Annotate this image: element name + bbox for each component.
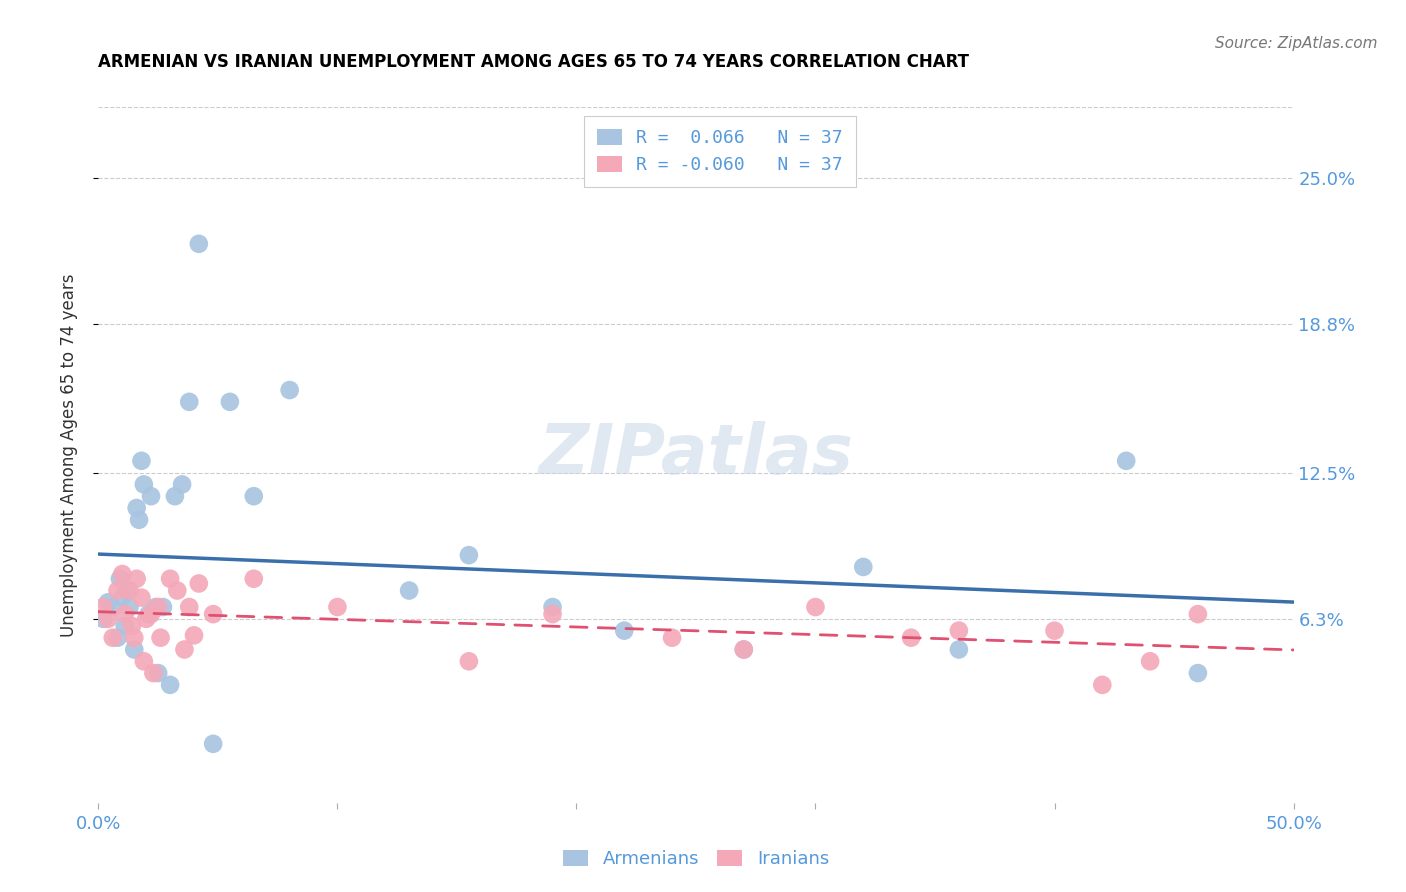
Point [142,666,165,681]
Point [135,612,157,626]
Point [159,678,181,692]
Point [159,572,181,586]
Point [398,583,420,598]
Point [733,642,755,657]
Point [115,583,138,598]
Point [118,583,141,598]
Point [111,591,134,605]
Point [125,572,148,586]
Point [107,583,129,598]
Point [187,236,209,251]
Point [131,591,153,605]
Point [541,600,564,615]
Point [202,737,225,751]
Point [1115,454,1137,468]
Legend: Armenians, Iranians: Armenians, Iranians [554,841,838,877]
Point [101,600,124,615]
Point [900,631,922,645]
Point [132,477,155,491]
Point [278,383,301,397]
Point [152,600,174,615]
Point [948,642,970,657]
Point [132,654,155,668]
Point [124,631,146,645]
Y-axis label: Unemployment Among Ages 65 to 74 years: Unemployment Among Ages 65 to 74 years [59,273,77,637]
Point [1091,678,1114,692]
Point [219,395,242,409]
Point [733,642,755,657]
Point [91,600,114,615]
Point [111,567,134,582]
Point [139,489,162,503]
Point [1139,654,1161,668]
Point [183,628,205,642]
Point [661,631,683,645]
Text: Source: ZipAtlas.com: Source: ZipAtlas.com [1215,36,1378,51]
Point [541,607,564,621]
Point [149,631,172,645]
Point [243,489,266,503]
Point [138,607,160,621]
Point [114,607,136,621]
Point [326,600,349,615]
Point [97,595,120,609]
Point [202,607,225,621]
Point [131,454,153,468]
Point [804,600,827,615]
Point [128,513,150,527]
Point [458,654,481,668]
Point [613,624,636,638]
Point [118,600,141,615]
Point [173,642,195,657]
Point [145,600,167,615]
Point [114,619,136,633]
Point [125,500,148,515]
Point [1187,666,1209,681]
Text: ZIPatlas: ZIPatlas [538,421,853,489]
Point [97,612,120,626]
Point [101,631,124,645]
Point [948,624,970,638]
Point [124,642,146,657]
Point [91,612,114,626]
Point [148,600,170,615]
Point [852,560,875,574]
Point [148,666,170,681]
Point [179,600,201,615]
Point [172,477,194,491]
Point [121,619,143,633]
Point [163,489,186,503]
Point [187,576,209,591]
Point [458,548,481,562]
Point [108,572,131,586]
Point [1043,624,1066,638]
Point [243,572,266,586]
Point [179,395,201,409]
Text: ARMENIAN VS IRANIAN UNEMPLOYMENT AMONG AGES 65 TO 74 YEARS CORRELATION CHART: ARMENIAN VS IRANIAN UNEMPLOYMENT AMONG A… [98,54,969,71]
Point [139,607,162,621]
Point [1187,607,1209,621]
Point [166,583,188,598]
Point [107,631,129,645]
